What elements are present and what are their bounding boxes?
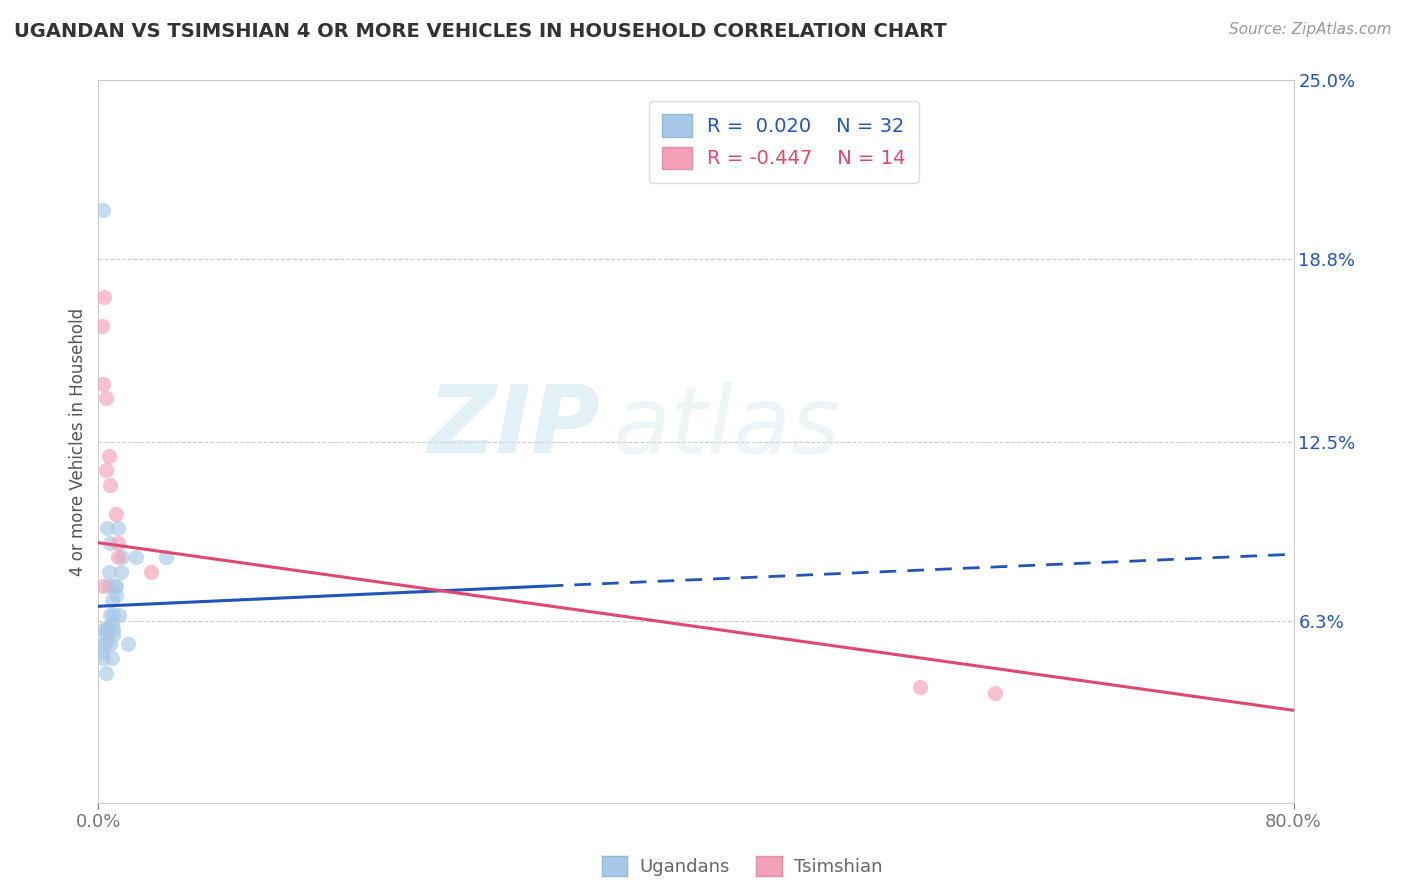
Point <box>91 651 114 665</box>
Y-axis label: 4 or more Vehicles in Household: 4 or more Vehicles in Household <box>69 308 87 575</box>
Point <box>93 623 115 637</box>
Point <box>94 628 117 642</box>
Point <box>110 565 132 579</box>
Text: atlas: atlas <box>613 382 841 473</box>
Point <box>105 588 128 602</box>
Point <box>125 550 148 565</box>
Point <box>984 686 1007 700</box>
Point <box>155 550 177 565</box>
Point <box>97 579 120 593</box>
Point <box>98 478 122 492</box>
Legend: R =  0.020    N = 32, R = -0.447    N = 14: R = 0.020 N = 32, R = -0.447 N = 14 <box>648 101 920 183</box>
Text: UGANDAN VS TSIMSHIAN 4 OR MORE VEHICLES IN HOUSEHOLD CORRELATION CHART: UGANDAN VS TSIMSHIAN 4 OR MORE VEHICLES … <box>14 22 946 41</box>
Point <box>107 550 129 565</box>
Point <box>96 623 118 637</box>
Point <box>139 565 162 579</box>
Point <box>98 637 122 651</box>
Point <box>91 646 114 660</box>
Point <box>91 318 114 333</box>
Point <box>91 579 114 593</box>
Point <box>91 376 114 391</box>
Point <box>101 651 124 665</box>
Point <box>96 623 118 637</box>
Point <box>105 507 128 521</box>
Point <box>117 637 139 651</box>
Point <box>96 521 118 535</box>
Point <box>107 535 129 549</box>
Text: ZIP: ZIP <box>427 381 600 473</box>
Point <box>98 607 122 622</box>
Point <box>103 628 125 642</box>
Point <box>107 521 129 535</box>
Point <box>103 607 125 622</box>
Point <box>93 290 115 304</box>
Point <box>97 449 120 463</box>
Point <box>98 535 122 549</box>
Point <box>91 203 114 218</box>
Text: Source: ZipAtlas.com: Source: ZipAtlas.com <box>1229 22 1392 37</box>
Point <box>94 637 117 651</box>
Point <box>94 391 117 405</box>
Point <box>108 607 131 622</box>
Point <box>93 637 115 651</box>
Point <box>94 665 117 680</box>
Point <box>101 616 124 631</box>
Point <box>97 565 120 579</box>
Point <box>111 550 134 565</box>
Point <box>101 593 124 607</box>
Point <box>103 623 125 637</box>
Text: Ugandans: Ugandans <box>640 858 730 876</box>
Point <box>105 579 128 593</box>
Point <box>908 680 931 694</box>
Point <box>94 463 117 477</box>
Text: Tsimshian: Tsimshian <box>794 858 883 876</box>
Point <box>104 579 127 593</box>
